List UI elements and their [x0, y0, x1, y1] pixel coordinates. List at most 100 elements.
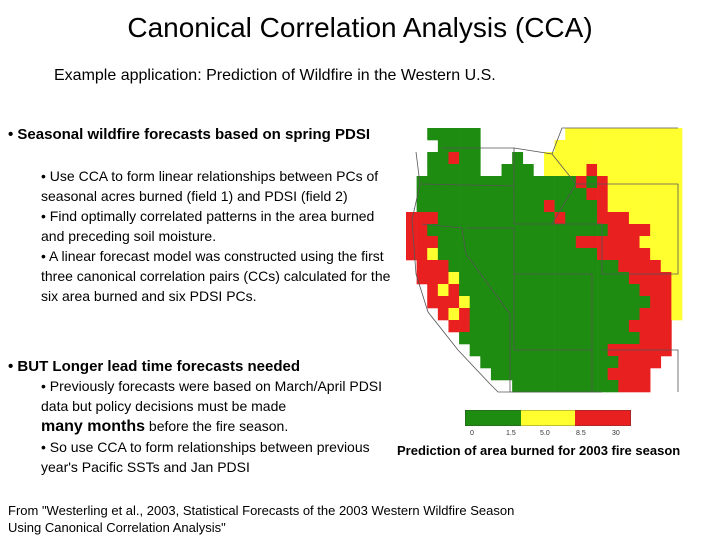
map-cell [575, 128, 587, 141]
map-cell [437, 248, 449, 261]
map-cell [522, 272, 534, 285]
map-cell [586, 224, 598, 237]
map-cell [512, 188, 524, 201]
map-cell [575, 284, 587, 297]
map-cell [512, 212, 524, 225]
map-cell [448, 176, 460, 189]
map-cell [522, 236, 534, 249]
map-cell [469, 200, 481, 213]
map-cell [586, 152, 598, 165]
map-cell [671, 212, 683, 225]
map-cell [618, 140, 630, 153]
map-cell [650, 152, 662, 165]
map-cell [618, 236, 630, 249]
map-cell [469, 224, 481, 237]
map-cell [459, 260, 470, 273]
map-cell [628, 200, 640, 213]
map-cell [671, 224, 683, 237]
map-cell [597, 224, 608, 237]
map-cell [544, 188, 555, 201]
map-cell [597, 212, 608, 225]
map-cell [490, 296, 502, 309]
map-cell [639, 368, 651, 381]
map-cell [501, 212, 513, 225]
map-cell [544, 164, 555, 177]
map-cell [628, 308, 640, 321]
map-cell [512, 332, 524, 345]
map-cell [512, 380, 524, 393]
map-cell [660, 236, 672, 249]
map-cell [586, 248, 598, 261]
map-cell [427, 260, 439, 273]
map-cell [650, 200, 662, 213]
map-cell [522, 248, 534, 261]
map-cell [416, 224, 428, 237]
map-cell [660, 284, 672, 297]
map-cell [533, 380, 545, 393]
map-cell [628, 224, 640, 237]
map-state-borders [411, 127, 679, 393]
map-cell [437, 212, 449, 225]
map-cell [501, 308, 513, 321]
map-cell [639, 260, 651, 273]
map-cell [448, 260, 460, 273]
map-cell [544, 356, 555, 369]
map-cell [660, 212, 672, 225]
sub-bullets-cca: • Use CCA to form linear relationships b… [41, 166, 401, 306]
map-cell [607, 152, 619, 165]
map-cell [522, 176, 534, 189]
map-cell [469, 236, 481, 249]
map-cell [618, 272, 630, 285]
map-cell [660, 140, 672, 153]
map-cell [448, 152, 460, 165]
map-cell [554, 140, 566, 153]
map-cell [406, 212, 417, 225]
map-cell [671, 200, 683, 213]
map-cell [512, 200, 524, 213]
map-cell [671, 128, 683, 141]
map-cell [480, 356, 492, 369]
map-cell [544, 332, 555, 345]
map-cell [501, 356, 513, 369]
map-cell [459, 176, 470, 189]
map-cell [480, 272, 492, 285]
map-cell [618, 320, 630, 333]
map-cell [427, 284, 439, 297]
map-cell [671, 284, 683, 297]
map-cell [575, 296, 587, 309]
map-cell [618, 164, 630, 177]
map-cell [607, 356, 619, 369]
map-cell [565, 236, 577, 249]
map-cell [554, 224, 566, 237]
legend-yellow [521, 410, 575, 426]
map-cell [618, 368, 630, 381]
map-cell [554, 236, 566, 249]
map-cell [554, 212, 566, 225]
map-cell [607, 308, 619, 321]
map-cell [459, 128, 470, 141]
map-cell [437, 200, 449, 213]
map-cell [522, 380, 534, 393]
map-cell [522, 188, 534, 201]
map-cell [522, 320, 534, 333]
map-cell [618, 200, 630, 213]
map-cell [607, 164, 619, 177]
map-cell [586, 140, 598, 153]
map-cell [437, 308, 449, 321]
map-cell [565, 200, 577, 213]
map-cell [437, 284, 449, 297]
map-cell [660, 296, 672, 309]
map-cell [512, 284, 524, 297]
map-cell [639, 212, 651, 225]
map-cell [618, 152, 630, 165]
map-cell [469, 248, 481, 261]
map-cell [554, 188, 566, 201]
map-cell [416, 200, 428, 213]
map-cell [607, 236, 619, 249]
map-cell [650, 332, 662, 345]
map-cell [671, 176, 683, 189]
map-cell [628, 368, 640, 381]
map-cell [427, 200, 439, 213]
slide-title: Canonical Correlation Analysis (CCA) [127, 12, 593, 43]
map-cell [501, 284, 513, 297]
